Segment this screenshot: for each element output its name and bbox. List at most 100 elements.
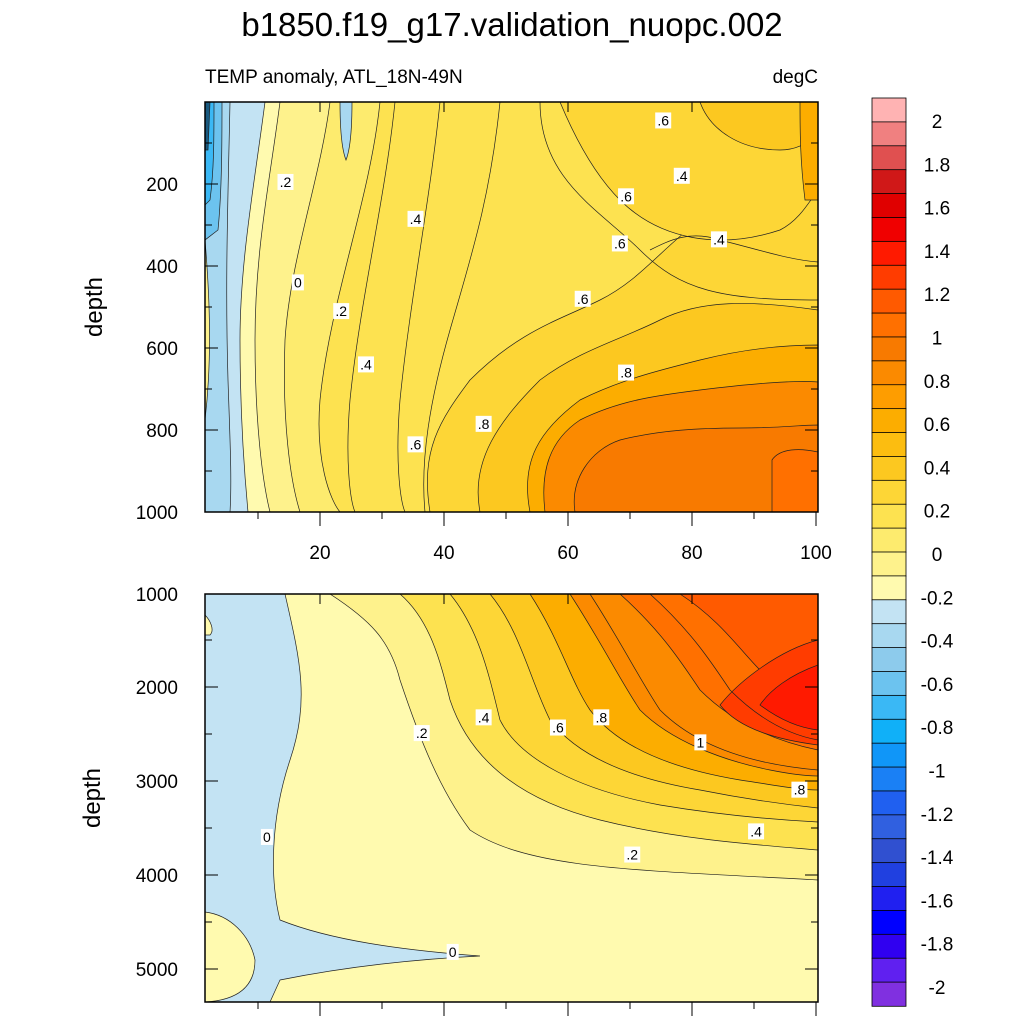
- contour-label: .4: [360, 356, 372, 372]
- colorbar-label: 0: [932, 545, 943, 566]
- contour-label: .4: [410, 211, 422, 227]
- contour-label-box: [791, 781, 808, 798]
- colorbar-label: -0.2: [921, 588, 954, 609]
- colorbar-label: -2: [929, 978, 946, 999]
- colorbar-label: -0.4: [921, 632, 954, 653]
- contour-label: 0: [294, 274, 302, 290]
- colorbar-box: [871, 647, 907, 673]
- upper-y-tick-label: 400: [146, 257, 178, 278]
- colorbar-box: [871, 599, 907, 625]
- colorbar-box: [871, 97, 907, 123]
- colorbar-box: [871, 814, 907, 840]
- contour-label: .2: [335, 303, 347, 319]
- contour-label-box: [446, 943, 459, 960]
- upper-x-tick-label: 20: [309, 543, 330, 564]
- contour-label-box: [475, 709, 492, 726]
- contour-label-box: [407, 210, 424, 227]
- contour-label: .2: [626, 847, 638, 863]
- upper-band-top-blue: [339, 102, 353, 161]
- contour-label-box: [673, 167, 690, 184]
- contour-label-box: [748, 823, 765, 840]
- contour-label-box: [593, 709, 610, 726]
- upper-contour-line-a: [347, 102, 396, 512]
- upper-y-tick-label: 800: [146, 421, 178, 442]
- colorbar-box: [871, 145, 907, 171]
- colorbar-label: 2: [932, 112, 943, 133]
- colorbar-label: -1.4: [921, 848, 954, 869]
- upper-x-tick-label: 40: [433, 543, 454, 564]
- lower-band-top-pocket: [205, 614, 213, 636]
- colorbar-box: [871, 551, 907, 577]
- contour-label-box: [357, 356, 374, 373]
- colorbar-box: [871, 384, 907, 410]
- upper-subtitle-right: degC: [773, 67, 818, 88]
- contour-label-box: [260, 828, 273, 845]
- contour-label: 1: [696, 734, 704, 750]
- colorbar-box: [871, 933, 907, 959]
- upper-y-ticks: [205, 142, 818, 472]
- colorbar-box: [871, 193, 907, 219]
- colorbar-box: [871, 718, 907, 744]
- contour-label-box: [624, 846, 641, 863]
- contour-label: .6: [410, 436, 422, 452]
- contour-label: .6: [657, 112, 669, 128]
- contour-label: .2: [416, 725, 428, 741]
- contour-label-box: [618, 188, 635, 205]
- lower-y-tick-label: 1000: [136, 585, 178, 606]
- contour-label: .8: [478, 416, 490, 432]
- lower-y-tick-label: 5000: [136, 960, 178, 981]
- colorbar-label: 0.4: [924, 458, 951, 479]
- colorbar-box: [871, 503, 907, 529]
- contour-label: .6: [614, 235, 626, 251]
- lower-axes: 1000 2000 3000 4000 5000 depth: [79, 585, 818, 1016]
- contour-label: .6: [577, 291, 589, 307]
- lower-panel: .2 .4 .6 .8 1 .8 .4 .2 0 0: [79, 585, 819, 1016]
- upper-contour-fill: [205, 102, 818, 512]
- lower-contour-fill: [205, 594, 818, 1002]
- colorbar-box: [871, 456, 907, 482]
- contour-label-box: [655, 112, 672, 129]
- lower-band-core-inner: [759, 664, 818, 731]
- colorbar-label: 0.8: [924, 372, 950, 393]
- contour-label: .4: [750, 823, 762, 839]
- contour-label-box: [413, 725, 430, 742]
- upper-y-tick-label: 1000: [136, 503, 178, 524]
- upper-x-tick-label: 80: [681, 543, 702, 564]
- colorbar-box: [871, 623, 907, 649]
- colorbar-boxes: [871, 97, 907, 1007]
- lower-band-left-pocket: [205, 911, 256, 1002]
- upper-x-ticks: [257, 102, 817, 526]
- colorbar-label: 1: [932, 329, 943, 350]
- lower-x-ticks: [257, 594, 817, 1016]
- colorbar-label: -1.8: [921, 935, 954, 956]
- colorbar-box: [871, 217, 907, 243]
- colorbar-box: [871, 432, 907, 458]
- upper-panel: TEMP anomaly, ATL_18N-49N degC: [81, 67, 832, 564]
- colorbar-label: 0.2: [924, 502, 950, 523]
- colorbar-label: 1.2: [924, 285, 950, 306]
- upper-band-topright: [799, 102, 818, 201]
- contour-label-box: [407, 436, 424, 453]
- contour-label-box: [549, 719, 566, 736]
- lower-plot-frame: [204, 593, 819, 1003]
- lower-y-tick-label: 3000: [136, 772, 178, 793]
- upper-y-axis-label: depth: [81, 277, 108, 337]
- colorbar-label: 1.6: [924, 199, 950, 220]
- contour-label: 0: [449, 944, 457, 960]
- colorbar-box: [871, 671, 907, 697]
- colorbar-box: [871, 336, 907, 362]
- contour-label: 0: [263, 829, 271, 845]
- contour-label: .2: [280, 174, 292, 190]
- figure-title: b1850.f19_g17.validation_nuopc.002: [241, 6, 782, 43]
- colorbar-label: 1.4: [924, 242, 951, 263]
- colorbar-box: [871, 312, 907, 338]
- lower-band-neg: [205, 594, 481, 1002]
- upper-x-tick-label: 60: [557, 543, 578, 564]
- colorbar-box: [871, 790, 907, 816]
- colorbar-box: [871, 169, 907, 195]
- contour-label-box: [277, 173, 294, 190]
- contour-label-box: [611, 235, 628, 252]
- upper-y-tick-label: 200: [146, 175, 178, 196]
- upper-subtitle-left: TEMP anomaly, ATL_18N-49N: [205, 67, 463, 88]
